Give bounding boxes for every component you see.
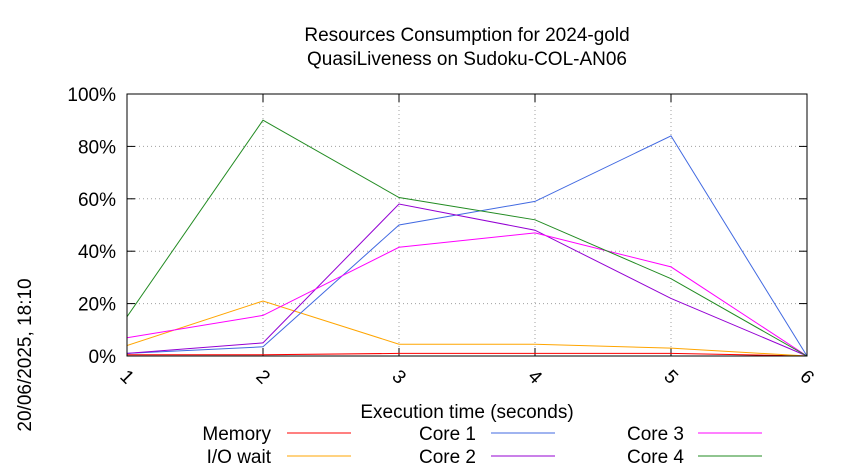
- legend-label: I/O wait: [207, 447, 272, 468]
- timestamp-label: 20/06/2025, 18:10: [15, 278, 36, 431]
- legend-label: Core 1: [419, 424, 476, 445]
- series-line-memory: [127, 352, 808, 357]
- y-tick-label: 20%: [78, 295, 116, 316]
- x-tick-label: 6: [795, 366, 817, 388]
- legend-item: Memory: [202, 424, 351, 445]
- series-lines: [126, 119, 808, 357]
- y-tick-label: 0%: [89, 347, 117, 368]
- y-tick-label: 40%: [78, 242, 116, 263]
- y-axis-ticks: 0% 20% 40% 60% 80% 100%: [67, 85, 807, 368]
- chart-title-line-2: QuasiLiveness on Sudoku-COL-AN06: [307, 49, 627, 70]
- series-line-core-4: [126, 119, 808, 357]
- x-tick-label: 4: [523, 366, 546, 389]
- series-line-i-o-wait: [126, 300, 808, 357]
- x-tick-label: 1: [115, 366, 137, 388]
- legend-label: Core 3: [627, 424, 684, 445]
- legend-item: I/O wait: [207, 447, 351, 468]
- x-tick-label: 2: [251, 366, 273, 388]
- series-line-core-1: [126, 135, 808, 357]
- legend-label: Memory: [202, 424, 271, 445]
- legend-item: Core 3: [627, 424, 762, 445]
- legend-item: Core 2: [419, 447, 555, 468]
- grid: [127, 94, 807, 356]
- y-tick-label: 60%: [78, 190, 116, 211]
- series-line-core-2: [126, 203, 808, 357]
- series-line-core-3: [126, 232, 808, 357]
- legend-item: Core 1: [419, 424, 555, 445]
- legend-label: Core 4: [627, 447, 684, 468]
- y-tick-label: 80%: [78, 137, 116, 158]
- legend-item: Core 4: [627, 447, 762, 468]
- chart-title-line-1: Resources Consumption for 2024-gold: [304, 25, 629, 46]
- x-tick-label: 3: [387, 366, 409, 388]
- x-axis-label: Execution time (seconds): [360, 402, 573, 423]
- x-tick-label: 5: [659, 366, 681, 388]
- plot-frame: [126, 93, 808, 357]
- y-tick-label: 100%: [67, 85, 116, 106]
- legend-label: Core 2: [419, 447, 476, 468]
